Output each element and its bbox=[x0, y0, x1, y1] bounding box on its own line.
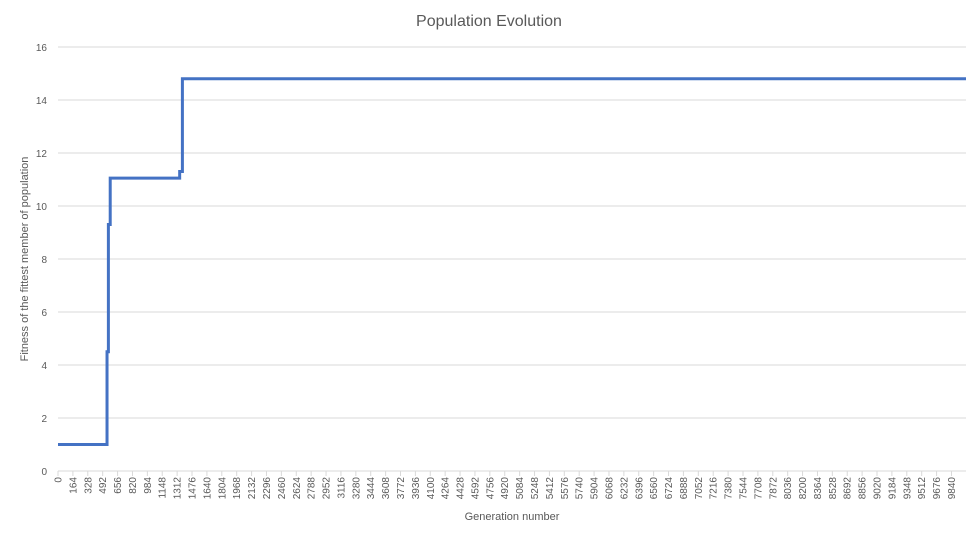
series-line bbox=[58, 77, 966, 446]
x-tick-label: 9840 bbox=[947, 477, 958, 500]
x-tick-label: 1804 bbox=[217, 477, 228, 500]
x-tick-label: 2132 bbox=[247, 477, 258, 500]
x-tick-label: 1312 bbox=[173, 477, 184, 500]
x-tick-label: 8036 bbox=[783, 477, 794, 500]
gridlines bbox=[58, 46, 966, 419]
y-tick-label: 6 bbox=[41, 308, 47, 319]
x-tick-label: 7544 bbox=[738, 477, 749, 500]
x-tick-label: 3936 bbox=[411, 477, 422, 500]
x-tick-label: 328 bbox=[83, 477, 94, 494]
x-tick-label: 4428 bbox=[456, 477, 467, 500]
y-tick-label: 8 bbox=[41, 255, 47, 266]
x-tick-label: 2788 bbox=[307, 477, 318, 500]
x-tick-label: 3116 bbox=[336, 477, 347, 499]
x-tick-label: 6888 bbox=[679, 477, 690, 500]
x-tick-label: 4264 bbox=[441, 477, 452, 500]
x-tick-label: 2624 bbox=[292, 477, 303, 500]
y-tick-label: 10 bbox=[36, 202, 48, 213]
x-tick-label: 1968 bbox=[232, 477, 243, 500]
x-tick-label: 9184 bbox=[887, 477, 898, 500]
x-tick-label: 5740 bbox=[575, 477, 586, 500]
x-tick-label: 3444 bbox=[366, 477, 377, 500]
y-tick-label: 12 bbox=[36, 149, 48, 160]
x-tick-label: 6560 bbox=[649, 477, 660, 500]
x-tick-label: 7708 bbox=[753, 477, 764, 500]
y-axis: 0 2 4 6 8 10 12 14 16 bbox=[36, 43, 48, 478]
x-tick-label: 1148 bbox=[158, 477, 169, 499]
y-tick-label: 4 bbox=[41, 361, 47, 372]
y-tick-label: 0 bbox=[41, 467, 47, 478]
x-tick-label: 492 bbox=[98, 477, 109, 494]
x-tick-label: 3608 bbox=[381, 477, 392, 500]
x-tick-label: 6232 bbox=[619, 477, 630, 500]
x-tick-label: 3772 bbox=[396, 477, 407, 500]
y-tick-label: 2 bbox=[41, 414, 47, 425]
x-tick-label: 6724 bbox=[664, 477, 675, 500]
x-tick-label: 820 bbox=[128, 477, 139, 494]
x-tick-label: 5412 bbox=[545, 477, 556, 500]
y-axis-title: Fitness of the fittest member of populat… bbox=[19, 157, 31, 362]
x-tick-label: 5248 bbox=[530, 477, 541, 500]
x-tick-label: 9020 bbox=[873, 477, 884, 500]
x-tick-label: 9348 bbox=[902, 477, 913, 500]
x-tick-label: 8200 bbox=[798, 477, 809, 500]
x-tick-label: 3280 bbox=[351, 477, 362, 500]
chart-title: Population Evolution bbox=[416, 13, 562, 30]
x-tick-label: 8856 bbox=[858, 477, 869, 500]
x-tick-label: 1640 bbox=[202, 477, 213, 500]
x-tick-label: 984 bbox=[143, 477, 154, 494]
x-tick-label: 5084 bbox=[515, 477, 526, 500]
x-tick-label: 6068 bbox=[604, 477, 615, 500]
y-tick-label: 16 bbox=[36, 43, 48, 54]
x-tick-label: 7380 bbox=[724, 477, 735, 500]
x-tick-label: 7216 bbox=[709, 477, 720, 500]
x-tick-label: 2296 bbox=[262, 477, 273, 500]
x-tick-label: 164 bbox=[68, 477, 79, 494]
series-layer bbox=[58, 77, 966, 446]
x-tick-label: 7872 bbox=[768, 477, 779, 500]
x-axis: 0 164 328 492 656 820 984 1148 1312 1476 1640 1804 1… bbox=[54, 470, 966, 500]
x-tick-label: 2952 bbox=[322, 477, 333, 500]
x-tick-label: 4100 bbox=[426, 477, 437, 500]
x-tick-label: 9512 bbox=[917, 477, 928, 500]
x-axis-title: Generation number bbox=[465, 511, 560, 523]
x-tick-label: 8364 bbox=[813, 477, 824, 500]
x-tick-label: 5576 bbox=[560, 477, 571, 500]
y-tick-label: 14 bbox=[36, 96, 48, 107]
x-tick-label: 4920 bbox=[500, 477, 511, 500]
x-tick-label: 4756 bbox=[485, 477, 496, 500]
x-tick-label: 8528 bbox=[828, 477, 839, 500]
x-tick-label: 4592 bbox=[470, 477, 481, 500]
x-tick-label: 5904 bbox=[590, 477, 601, 500]
x-tick-label: 7052 bbox=[694, 477, 705, 500]
x-tick-label: 9676 bbox=[932, 477, 943, 500]
x-tick-label: 0 bbox=[54, 477, 65, 483]
x-tick-label: 1476 bbox=[188, 477, 199, 500]
x-tick-label: 6396 bbox=[634, 477, 645, 500]
x-tick-label: 656 bbox=[113, 477, 124, 494]
x-tick-label: 2460 bbox=[277, 477, 288, 500]
x-tick-label: 8692 bbox=[843, 477, 854, 500]
